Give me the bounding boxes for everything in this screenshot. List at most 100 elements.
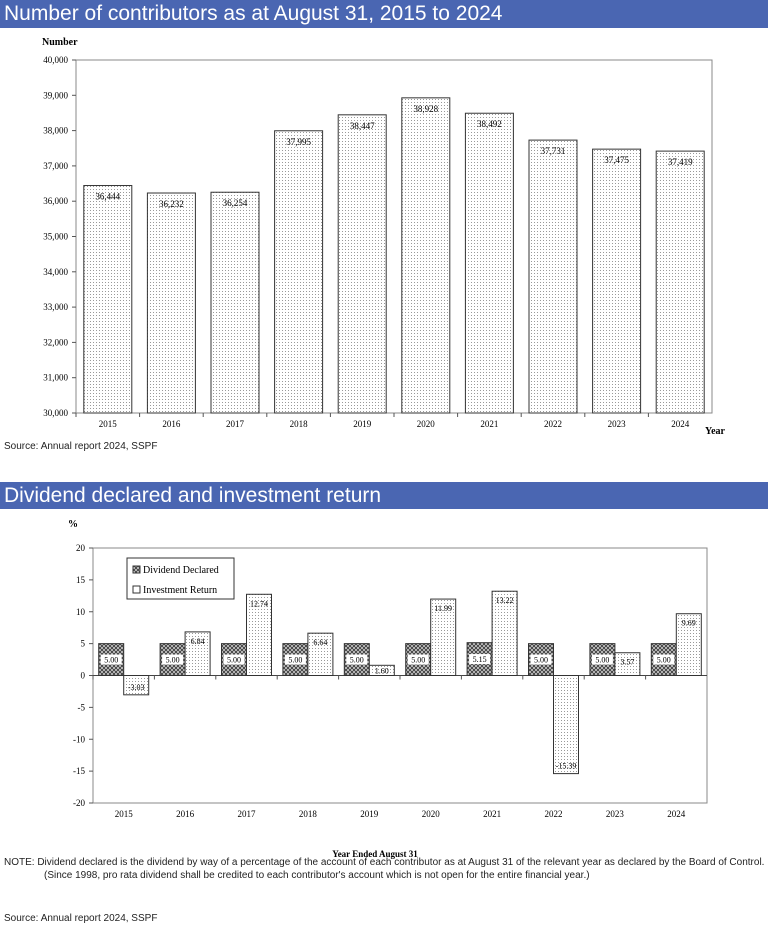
data-label: 37,419	[668, 157, 693, 167]
data-label: 12.74	[250, 599, 268, 608]
investment-return-bar	[553, 675, 579, 775]
investment-return-bar	[184, 631, 211, 677]
label-bg	[100, 654, 122, 665]
investment-return-bar	[307, 632, 334, 676]
y-tick-label: -5	[78, 702, 86, 712]
label-bg	[407, 654, 429, 665]
data-label: 36,232	[159, 199, 184, 209]
y-tick-label: -10	[73, 734, 85, 744]
legend-swatch	[132, 565, 141, 574]
data-label: 5.00	[534, 656, 548, 665]
x-tick-label: 2015	[115, 809, 134, 819]
y-tick-label: 40,000	[43, 55, 68, 65]
y-tick-label: 35,000	[43, 232, 68, 242]
data-label: 3.57	[620, 658, 634, 667]
y-tick-label: 32,000	[43, 337, 68, 347]
x-tick-label: 2020	[417, 419, 436, 429]
data-label: 36,254	[223, 198, 248, 208]
y-tick-label: 33,000	[43, 302, 68, 312]
investment-return-bar	[368, 664, 395, 676]
bar	[146, 192, 196, 414]
x-axis-label: Year Ended August 31	[332, 849, 418, 859]
data-label: 38,928	[413, 104, 438, 114]
label-bg	[284, 654, 306, 665]
data-label: 6.84	[191, 637, 205, 646]
bar	[528, 139, 578, 414]
x-tick-label: 2020	[422, 809, 441, 819]
x-tick-label: 2015	[99, 419, 118, 429]
bar	[274, 130, 324, 414]
label-bg	[591, 654, 613, 665]
x-tick-label: 2016	[176, 809, 195, 819]
note-line-1: NOTE: Dividend declared is the dividend …	[4, 857, 765, 868]
investment-return-bar	[430, 598, 457, 676]
y-axis-label: Number	[42, 37, 78, 48]
note: NOTE: Dividend declared is the dividend …	[4, 856, 764, 882]
data-label: 5.00	[166, 656, 180, 665]
data-label: 6.64	[313, 638, 327, 647]
x-axis-label: Year	[705, 426, 726, 437]
bar	[464, 112, 514, 414]
investment-return-bar	[614, 652, 641, 677]
bar	[210, 191, 260, 414]
data-label: 1.60	[375, 666, 389, 675]
y-tick-label: 30,000	[43, 408, 68, 418]
legend-box	[126, 557, 235, 600]
bar	[337, 114, 387, 414]
data-label: 5.00	[657, 656, 671, 665]
x-tick-label: 2023	[608, 419, 627, 429]
data-label: 36,444	[95, 192, 120, 202]
y-tick-label: 39,000	[43, 90, 68, 100]
x-tick-label: 2023	[606, 809, 625, 819]
bar	[83, 185, 133, 414]
data-label: 5.00	[288, 656, 302, 665]
bar	[592, 148, 642, 414]
source-2: Source: Annual report 2024, SSPF	[4, 913, 158, 924]
label-bg	[346, 654, 368, 665]
label-bg	[162, 654, 184, 665]
x-tick-label: 2017	[226, 419, 245, 429]
data-label: 38,447	[350, 121, 375, 131]
section2-title: Dividend declared and investment return	[0, 482, 768, 509]
bar	[655, 150, 705, 414]
source-1: Source: Annual report 2024, SSPF	[4, 441, 158, 452]
x-tick-label: 2016	[162, 419, 181, 429]
legend-label: Dividend Declared	[143, 565, 219, 576]
x-tick-label: 2019	[353, 419, 372, 429]
data-label: 5.15	[473, 655, 487, 664]
x-tick-label: 2018	[290, 419, 309, 429]
x-tick-label: 2021	[483, 809, 501, 819]
label-bg	[530, 654, 552, 665]
y-tick-label: 37,000	[43, 161, 68, 171]
data-label: 37,475	[604, 155, 629, 165]
x-tick-label: 2019	[360, 809, 379, 819]
y-tick-label: 38,000	[43, 126, 68, 136]
note-line-2: (Since 1998, pro rata dividend shall be …	[44, 870, 590, 881]
x-tick-label: 2017	[238, 809, 257, 819]
x-tick-label: 2024	[667, 809, 686, 819]
data-label: 37,731	[541, 146, 566, 156]
x-tick-label: 2021	[480, 419, 498, 429]
data-label: -15.39	[556, 762, 577, 771]
data-label: 13.22	[496, 596, 514, 605]
data-label: 9.69	[682, 619, 696, 628]
x-tick-label: 2018	[299, 809, 318, 819]
label-bg	[653, 654, 675, 665]
label-bg	[223, 654, 245, 665]
investment-return-bar	[675, 613, 702, 677]
y-tick-label: 0	[81, 671, 86, 681]
y-tick-label: 5	[81, 639, 86, 649]
legend-label: Investment Return	[143, 585, 217, 596]
label-bg	[469, 654, 491, 665]
x-tick-label: 2022	[545, 809, 563, 819]
y-tick-label: -15	[73, 766, 85, 776]
investment-return-bar	[246, 593, 272, 676]
data-label: 37,995	[286, 137, 311, 147]
section1-title: Number of contributors as at August 31, …	[0, 0, 768, 28]
data-label: 5.00	[411, 656, 425, 665]
y-axis-label: %	[68, 519, 78, 530]
y-tick-label: 15	[76, 575, 86, 585]
y-tick-label: 34,000	[43, 267, 68, 277]
data-label: 5.00	[104, 656, 118, 665]
